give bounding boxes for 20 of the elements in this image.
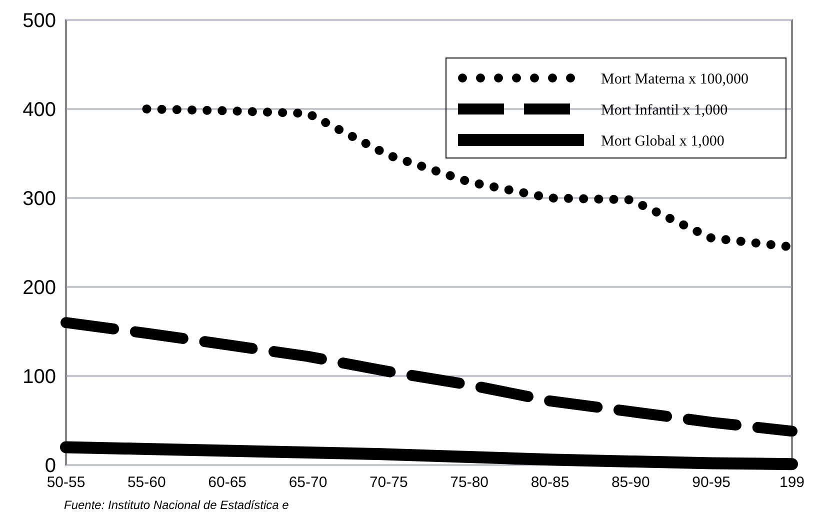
y-tick-label: 400: [22, 99, 56, 121]
x-tick-label: 80-85: [530, 474, 570, 491]
x-tick-label: 60-65: [208, 474, 247, 491]
legend-label: Mort Materna x 100,000: [601, 71, 748, 88]
y-tick-label: 300: [22, 188, 56, 210]
x-tick-label: 85-90: [611, 474, 650, 491]
y-tick-label: 100: [22, 366, 56, 388]
x-tick-label: 70-75: [369, 474, 408, 491]
source-note: Fuente: Instituto Nacional de Estadística e: [64, 498, 290, 512]
x-tick-label: 55-60: [127, 474, 166, 491]
y-tick-label: 0: [44, 455, 56, 477]
legend-label: Mort Global x 1,000: [601, 133, 724, 150]
x-tick-label: 199: [779, 474, 805, 491]
y-tick-label: 200: [22, 277, 56, 299]
x-tick-label: 50-55: [46, 474, 86, 491]
x-tick-label: 90-95: [692, 474, 731, 491]
x-tick-label: 75-80: [450, 474, 489, 491]
x-tick-label: 65-70: [288, 474, 328, 491]
y-tick-label: 500: [22, 10, 56, 32]
legend-label: Mort Infantil x 1,000: [601, 102, 728, 118]
